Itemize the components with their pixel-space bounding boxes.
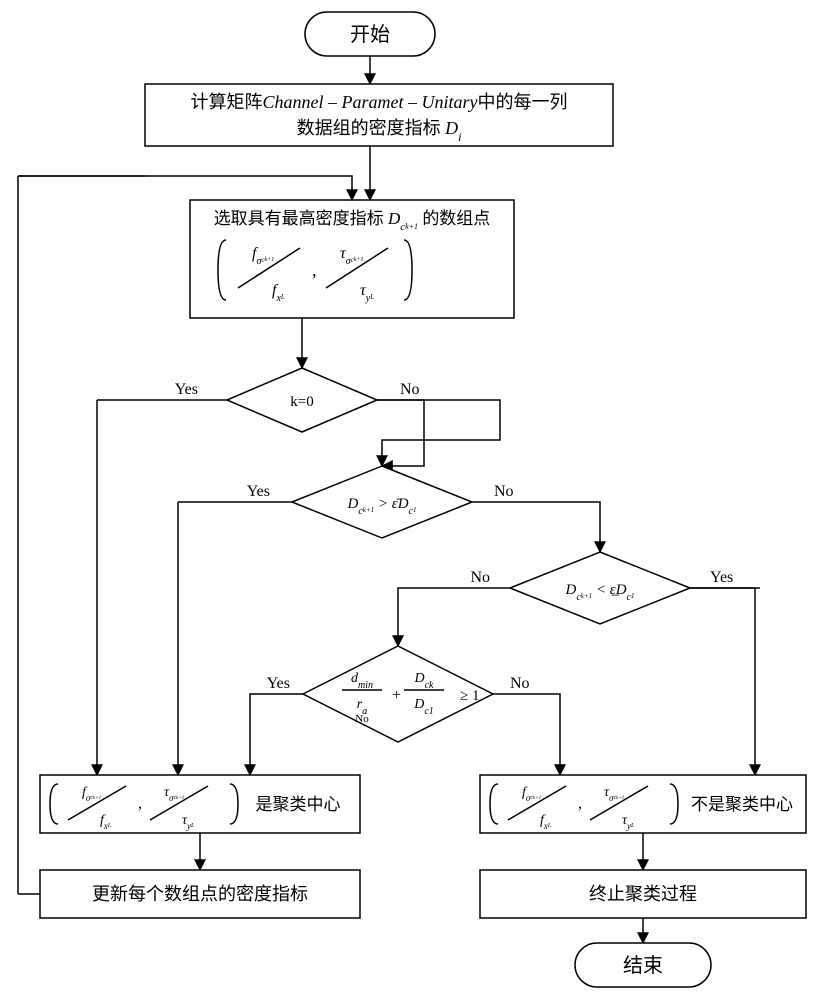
edge-eps-no	[472, 502, 600, 552]
ueps-no-label: No	[470, 569, 490, 586]
edge-k0-no-2	[382, 400, 424, 466]
end-label: 结束	[623, 954, 663, 977]
dmin-no-label: No	[510, 675, 530, 692]
edge-dmin-yes	[250, 694, 303, 775]
eps-no-label: No	[494, 483, 514, 500]
edge-loop-into-select	[18, 176, 352, 200]
update-label: 更新每个数组点的密度指标	[92, 884, 308, 904]
svg-text:,: ,	[578, 795, 582, 812]
k0-no-label: No	[400, 381, 420, 398]
start-label: 开始	[350, 23, 390, 46]
svg-text:+: +	[392, 687, 401, 704]
center-tail: 是聚类中心	[256, 795, 341, 814]
k0-yes-label: Yes	[175, 381, 198, 398]
edge-k0-no-vis	[377, 400, 500, 466]
calc-line1: 计算矩阵Channel – Paramet – Unitary中的每一列	[191, 92, 568, 112]
terminate-label: 终止聚类过程	[589, 884, 697, 904]
notcenter-tail: 不是聚类中心	[691, 795, 793, 814]
edge-ueps-no	[398, 588, 510, 646]
select-comma: ,	[312, 260, 317, 280]
dmin-yes-label: Yes	[267, 675, 290, 692]
edge-ueps-yes-vis	[690, 588, 755, 775]
svg-text:≥ 1: ≥ 1	[460, 688, 479, 704]
svg-text:No: No	[355, 713, 369, 725]
k0-label: k=0	[290, 394, 313, 410]
svg-text:,: ,	[138, 795, 142, 812]
flowchart-svg: 开始 计算矩阵Channel – Paramet – Unitary中的每一列 …	[0, 0, 829, 1000]
eps-yes-label: Yes	[247, 483, 270, 500]
edge-dmin-no	[493, 694, 560, 775]
ueps-yes-label: Yes	[710, 569, 733, 586]
